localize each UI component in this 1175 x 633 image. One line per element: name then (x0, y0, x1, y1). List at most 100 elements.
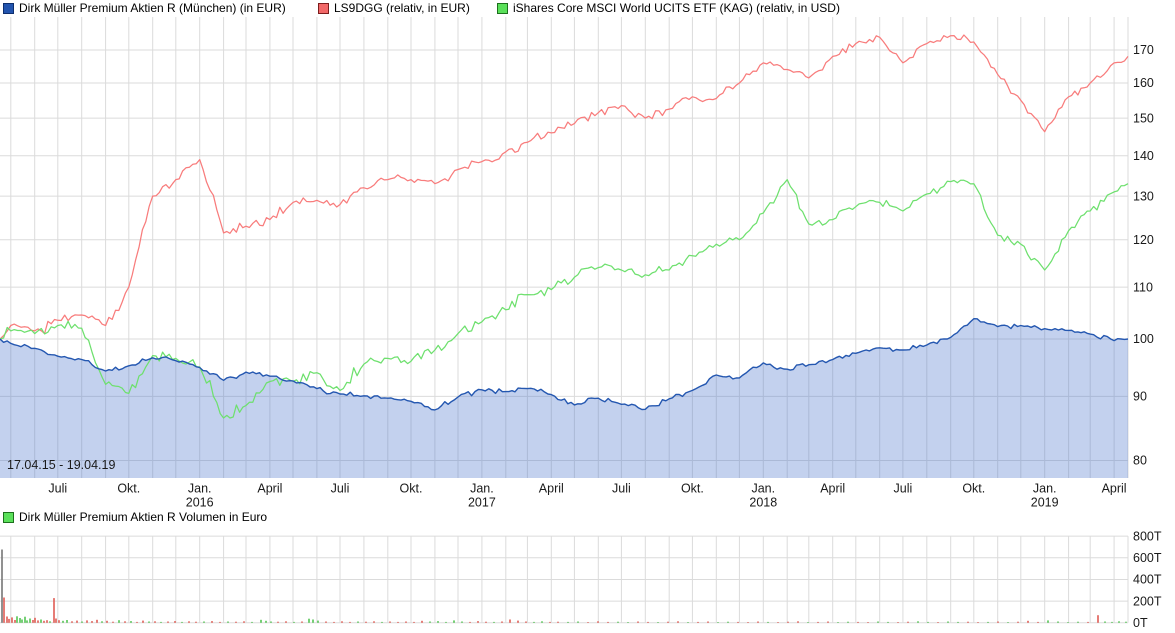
volume-bar (469, 621, 471, 623)
volume-bar (71, 621, 73, 623)
volume-bar (747, 622, 749, 623)
volume-bar (16, 616, 18, 623)
volume-bar (174, 621, 176, 623)
volume-bar (1118, 621, 1120, 623)
volume-bar (227, 621, 229, 623)
volume-bar (389, 621, 391, 623)
volume-bar (43, 620, 45, 623)
volume-bar (96, 619, 98, 623)
volume-bar (493, 621, 495, 623)
y-tick-label: 130 (1133, 189, 1154, 203)
volume-bar (1097, 615, 1099, 623)
volume-bar (1017, 621, 1019, 623)
legend-item-dirk-mueller-fund: Dirk Müller Premium Aktien R (München) (… (3, 1, 286, 15)
volume-pane-gridlines (0, 535, 1129, 624)
volume-bar (317, 620, 319, 623)
volume-bar (11, 617, 13, 623)
volume-bar (397, 621, 399, 623)
volume-bar (587, 622, 589, 623)
x-tick-year-label: 2016 (186, 496, 214, 510)
volume-bar (341, 621, 343, 623)
volume-bar (1047, 620, 1049, 623)
volume-bar (195, 621, 197, 623)
volume-bar (877, 621, 879, 623)
volume-bar (21, 619, 23, 623)
blue-series-swatch-icon (3, 2, 14, 14)
volume-bar (987, 621, 989, 623)
volume-bar (142, 620, 144, 623)
volume-bar (160, 621, 162, 623)
volume-bars (1, 549, 1127, 623)
legend-item-ls9dgg: LS9DGG (relativ, in EUR) (318, 1, 470, 15)
volume-bar (847, 621, 849, 623)
volume-bar (49, 621, 51, 623)
volume-bar (917, 621, 919, 623)
volume-bar (509, 619, 511, 623)
legend-label: Dirk Müller Premium Aktien R Volumen in … (19, 510, 268, 524)
volume-bar (897, 622, 899, 623)
x-tick-label: Okt. (400, 482, 423, 496)
volume-bar (907, 621, 909, 623)
series-area-dirk-mueller-fund (0, 318, 1128, 478)
volume-bar (557, 621, 559, 623)
x-tick-label: April (820, 482, 845, 496)
x-tick-label: Okt. (681, 482, 704, 496)
x-tick-label: Jan. (188, 482, 212, 496)
x-tick-label: Okt. (962, 482, 985, 496)
volume-bar (413, 621, 415, 623)
x-tick-year-label: 2017 (468, 496, 496, 510)
volume-plot-area[interactable] (0, 536, 1128, 623)
x-tick-label: Juli (331, 482, 350, 496)
volume-bar (357, 621, 359, 623)
green-series-swatch-icon (497, 2, 508, 14)
volume-bar (957, 621, 959, 623)
volume-bar (260, 619, 262, 623)
x-tick-label: Juli (894, 482, 913, 496)
volume-bar (927, 621, 929, 623)
volume-bar (167, 621, 169, 623)
volume-bar (235, 621, 237, 623)
volume-bar (130, 621, 132, 623)
x-tick-label: April (539, 482, 564, 496)
volume-bar (1007, 622, 1009, 623)
volume-bar (667, 621, 669, 623)
volume-bar (251, 621, 253, 623)
volume-bar (797, 621, 799, 623)
volume-bar (53, 598, 55, 623)
volume-bar (91, 621, 93, 623)
volume-bar (24, 616, 26, 623)
volume-y-tick-label: 400T (1133, 573, 1162, 587)
y-tick-label: 80 (1133, 454, 1147, 468)
x-tick-label: Jan. (1033, 482, 1057, 496)
volume-bar (32, 620, 34, 623)
volume-bar (727, 621, 729, 623)
series-line-ishares-msci-world (0, 178, 1129, 419)
volume-bar (81, 621, 83, 623)
volume-bar (188, 621, 190, 623)
volume-bar (421, 620, 423, 623)
x-tick-label: April (1102, 482, 1127, 496)
volume-bar (947, 621, 949, 623)
volume-bar (86, 620, 88, 623)
series-line-ls9dgg-group (0, 34, 1129, 340)
volume-bar (445, 621, 447, 623)
volume-bar (101, 621, 103, 623)
volume-bar (373, 621, 375, 623)
volume-bar (617, 621, 619, 623)
price-plot-area[interactable] (0, 17, 1128, 478)
y-tick-label: 90 (1133, 390, 1147, 404)
volume-bar (1037, 621, 1039, 623)
x-tick-label: Juli (48, 482, 67, 496)
volume-bar (1077, 621, 1079, 623)
volume-bar (277, 621, 279, 623)
volume-bar (6, 616, 8, 623)
volume-bar (29, 618, 31, 623)
volume-bar (567, 621, 569, 623)
volume-bar (525, 621, 527, 623)
volume-bar (293, 621, 295, 623)
volume-bar (533, 621, 535, 623)
volume-bar (243, 621, 245, 623)
